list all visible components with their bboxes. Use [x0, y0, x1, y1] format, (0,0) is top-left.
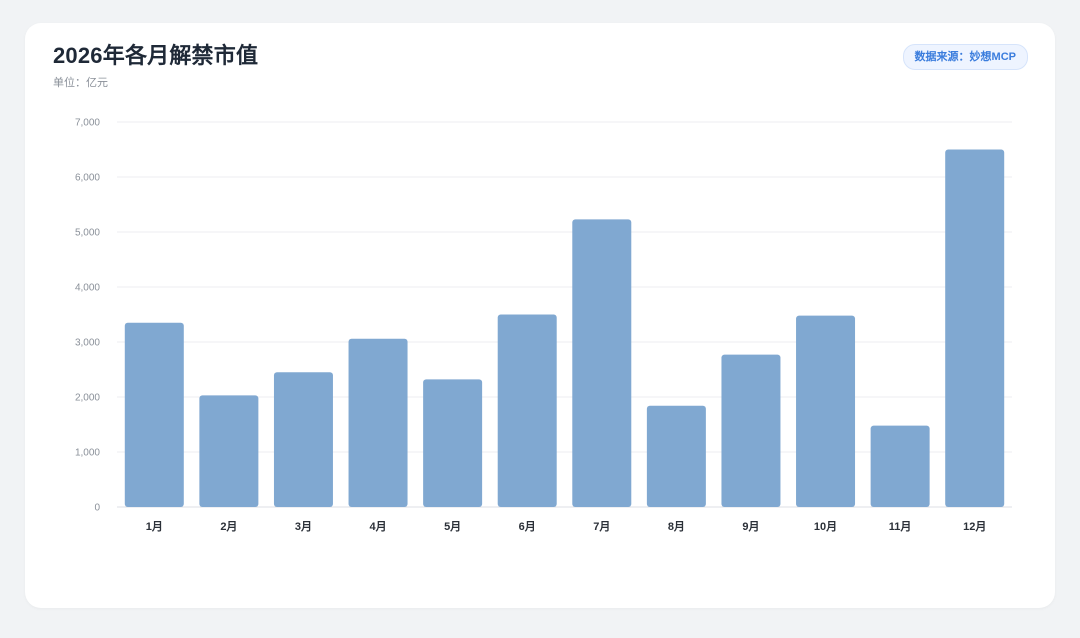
bar-3: [273, 372, 333, 507]
y-tick-label: 2,000: [75, 393, 100, 404]
y-tick-label: 5,000: [75, 228, 100, 239]
x-tick-label: 12月: [963, 520, 986, 533]
unit-label: 单位：亿元: [53, 77, 108, 89]
x-tick-label: 8月: [668, 520, 685, 533]
x-tick-label: 7月: [593, 520, 610, 533]
y-tick-label: 3,000: [75, 338, 100, 349]
bar-5: [423, 379, 483, 507]
bar-1: [124, 322, 184, 507]
bar-7: [572, 219, 632, 507]
bar-4: [348, 338, 408, 507]
x-tick-label: 5月: [444, 520, 461, 533]
x-tick-label: 6月: [519, 520, 536, 533]
bar-6: [497, 314, 557, 507]
y-tick-label: 7,000: [75, 118, 100, 129]
bar-2: [199, 395, 259, 507]
bar-12: [945, 149, 1005, 507]
chart-title: 2026年各月解禁市值: [53, 43, 259, 68]
y-tick-label: 0: [94, 503, 100, 514]
x-tick-label: 3月: [295, 520, 312, 533]
x-tick-label: 11月: [889, 520, 912, 533]
data-source-badge: 数据来源：妙想MCP: [902, 44, 1028, 70]
bar-10: [796, 315, 856, 507]
y-tick-label: 1,000: [75, 448, 100, 459]
y-tick-label: 6,000: [75, 173, 100, 184]
x-tick-label: 2月: [220, 520, 237, 533]
bar-8: [646, 405, 706, 507]
x-tick-label: 1月: [146, 520, 163, 533]
bar-11: [870, 425, 930, 507]
x-tick-label: 10月: [814, 520, 837, 533]
chart-card: 2026年各月解禁市值 单位：亿元 数据来源：妙想MCP: [25, 23, 1055, 608]
y-tick-label: 4,000: [75, 283, 100, 294]
x-tick-label: 4月: [369, 520, 386, 533]
x-tick-label: 9月: [742, 520, 759, 533]
bar-9: [721, 354, 781, 507]
